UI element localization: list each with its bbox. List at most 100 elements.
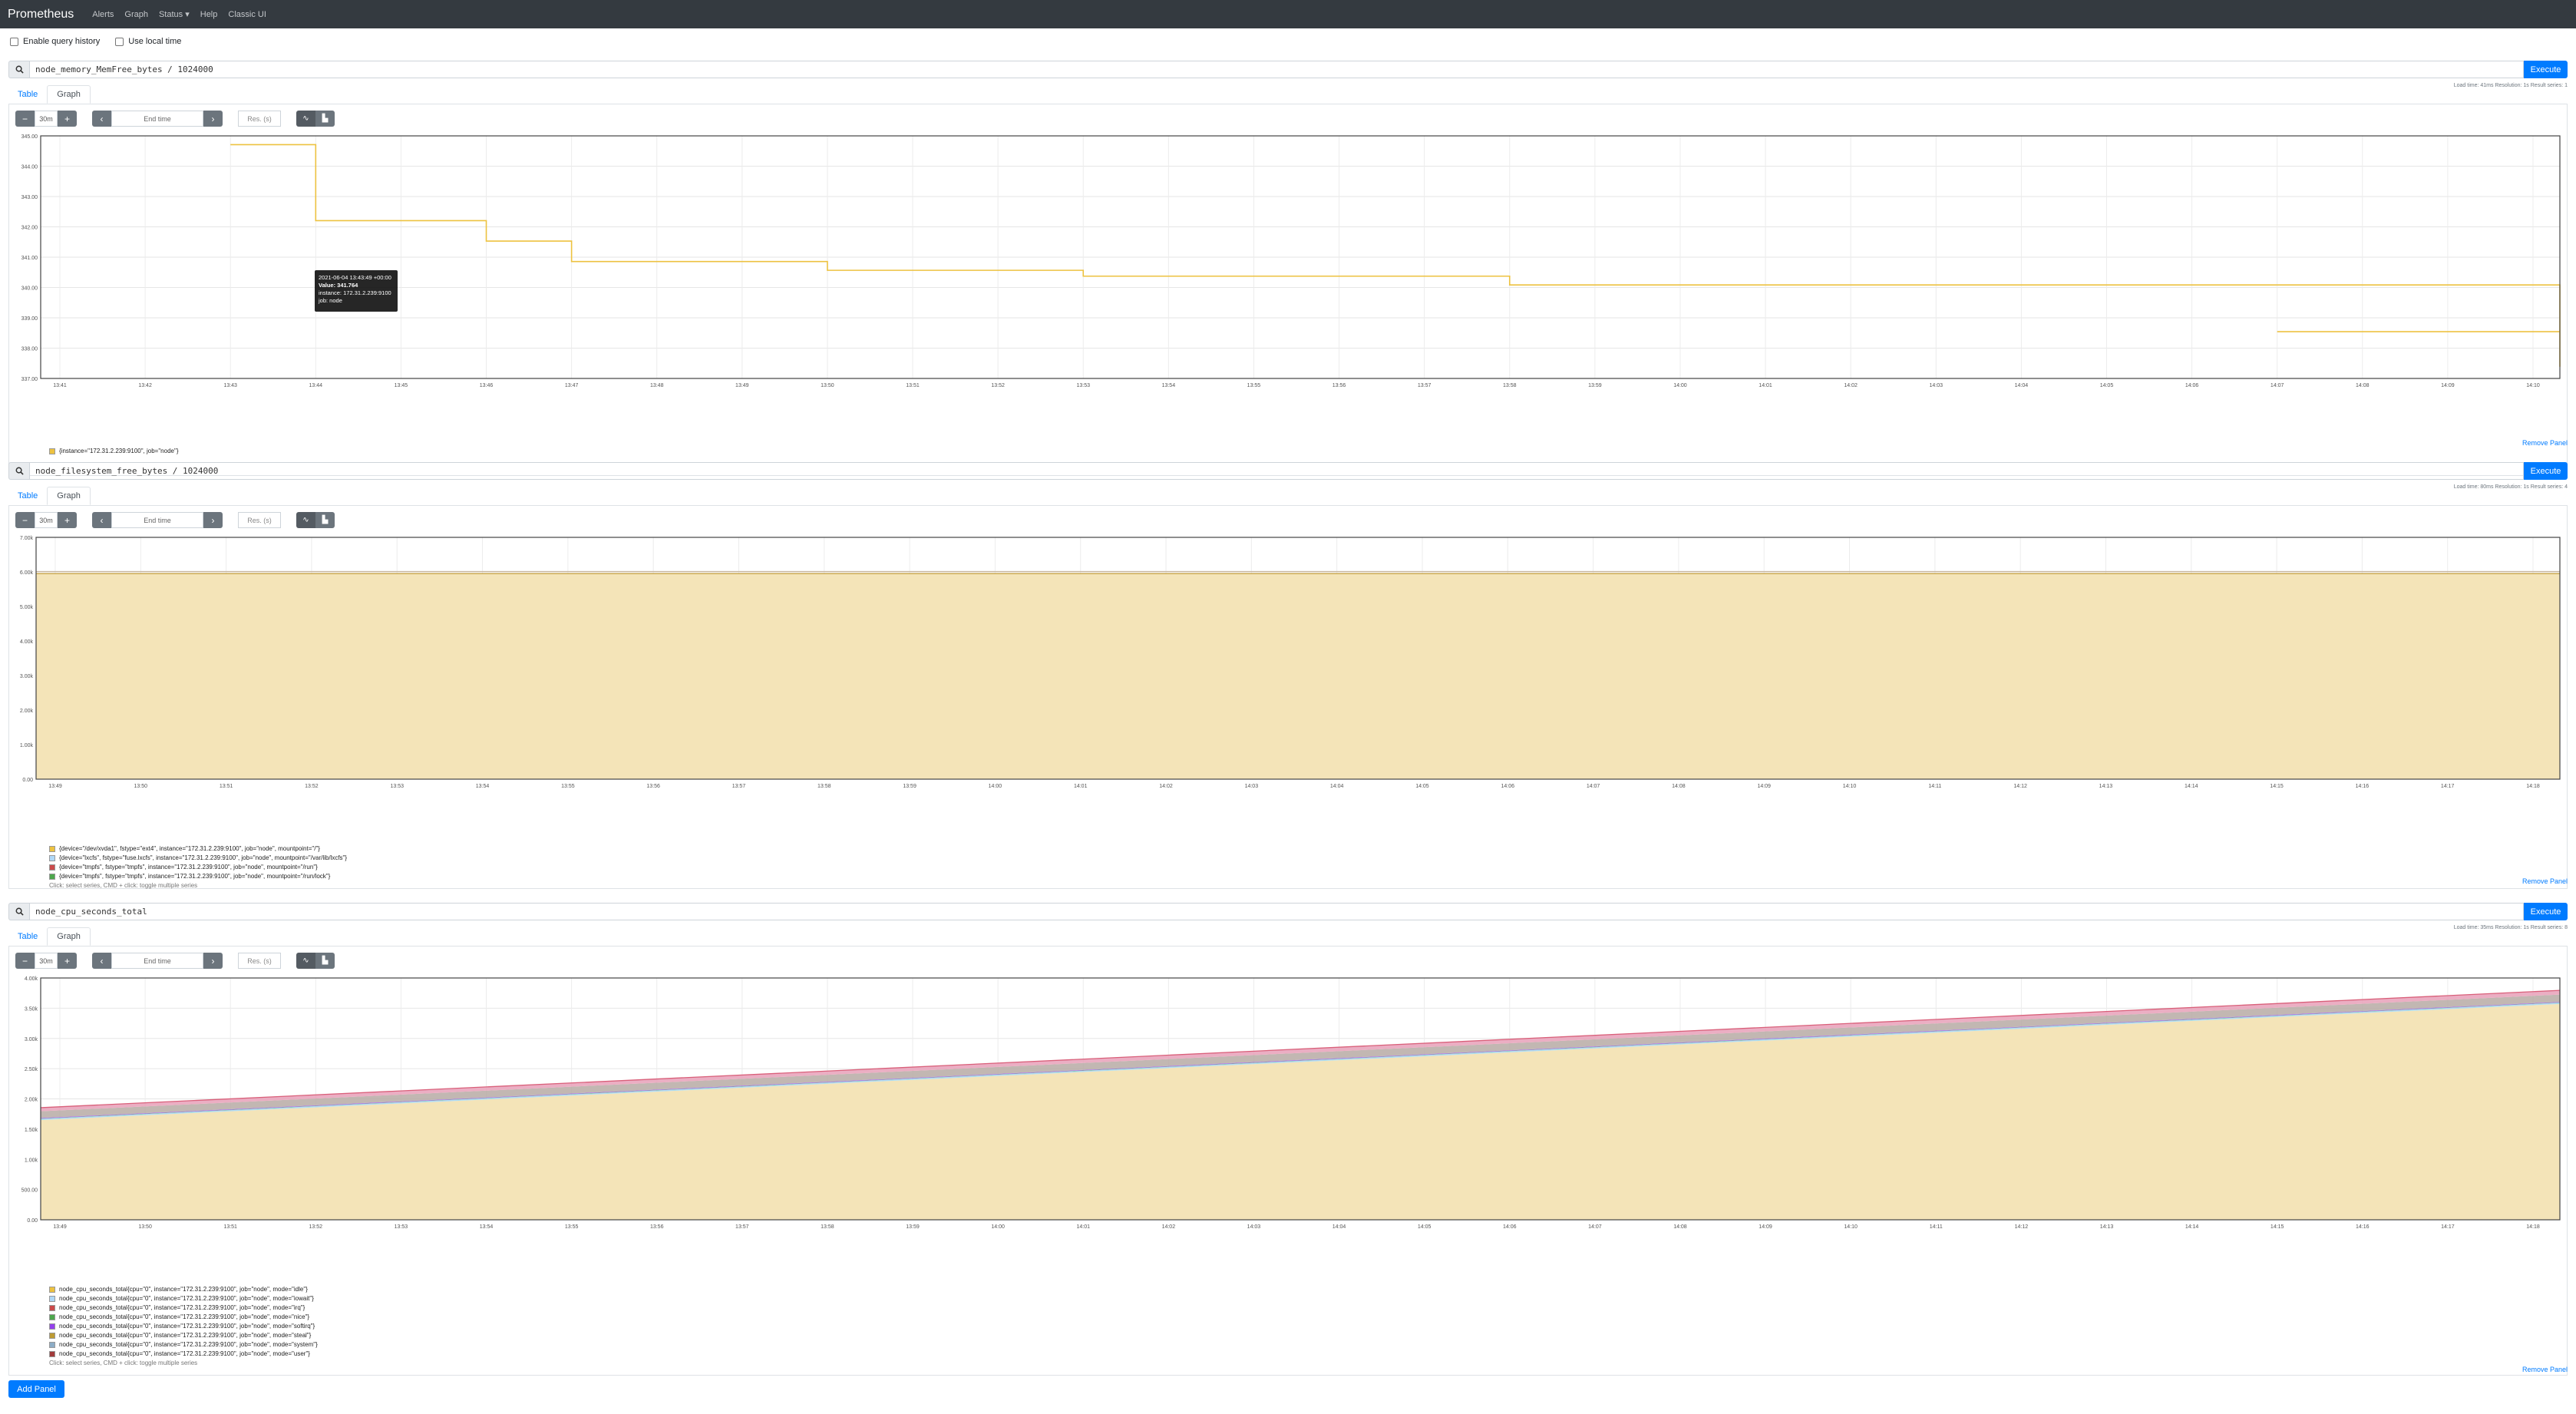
tab-table[interactable]: Table <box>18 932 38 941</box>
time-forward-button[interactable]: › <box>203 111 223 127</box>
end-time-input[interactable]: End time <box>111 512 203 528</box>
remove-panel-link[interactable]: Remove Panel <box>2522 1366 2568 1373</box>
time-back-button[interactable]: ‹ <box>92 953 111 969</box>
y-tick-label: 3.50k <box>25 1006 38 1012</box>
expression-input[interactable]: node_memory_MemFree_bytes / 1024000 <box>29 61 2524 78</box>
local-time-option[interactable]: Use local time <box>115 37 181 46</box>
add-panel-button[interactable]: Add Panel <box>8 1380 64 1398</box>
tooltip-job: job: node <box>319 297 342 304</box>
graph-chart[interactable]: 4.00k 3.50k 3.00k 2.50k 2.00k 1.50k 1.00k 500.0… <box>9 947 2567 1376</box>
series-area[interactable] <box>41 994 2560 1118</box>
nav-graph[interactable]: Graph <box>124 9 148 19</box>
search-icon[interactable] <box>8 903 29 920</box>
legend-item[interactable]: {device="lxcfs", fstype="fuse.lxcfs", in… <box>49 854 347 863</box>
legend-item[interactable]: node_cpu_seconds_total{cpu="0", instance… <box>49 1340 318 1350</box>
resolution-input[interactable]: Res. (s) <box>238 512 281 528</box>
end-time-input[interactable]: End time <box>111 111 203 127</box>
legend-label: {device="tmpfs", fstype="tmpfs", instanc… <box>59 873 331 880</box>
legend-item[interactable]: node_cpu_seconds_total{cpu="0", instance… <box>49 1322 318 1331</box>
query-history-checkbox[interactable] <box>10 37 18 46</box>
range-input[interactable]: 30m <box>35 953 58 969</box>
tab-graph[interactable]: Graph <box>47 487 91 505</box>
unstacked-chart-icon[interactable]: ∿ <box>296 111 315 127</box>
expression-input[interactable]: node_cpu_seconds_total <box>29 903 2524 920</box>
nav-status[interactable]: Status ▾ <box>159 9 190 19</box>
chart-svg[interactable]: 7.00k 6.00k 5.00k 4.00k 3.00k 2.00k 1.00k 0.00 1… <box>9 506 2567 890</box>
time-forward-button[interactable]: › <box>203 512 223 528</box>
chart-svg[interactable]: 345.00 344.00 343.00 342.00 341.00 340.00 339.… <box>9 104 2567 477</box>
legend-item[interactable]: node_cpu_seconds_total{cpu="0", instance… <box>49 1285 318 1294</box>
range-increase-button[interactable]: + <box>58 512 77 528</box>
series-area[interactable] <box>41 990 2560 1112</box>
range-increase-button[interactable]: + <box>58 953 77 969</box>
chart-svg[interactable]: 4.00k 3.50k 3.00k 2.50k 2.00k 1.50k 1.00k 500.0… <box>9 947 2567 1376</box>
remove-panel-link[interactable]: Remove Panel <box>2522 439 2568 447</box>
series-area[interactable] <box>41 1003 2560 1220</box>
series-area[interactable] <box>41 1003 2560 1121</box>
series-area[interactable] <box>36 573 2560 779</box>
remove-panel-link[interactable]: Remove Panel <box>2522 877 2568 885</box>
time-back-button[interactable]: ‹ <box>92 111 111 127</box>
legend-swatch <box>49 1333 55 1339</box>
range-increase-button[interactable]: + <box>58 111 77 127</box>
series-line[interactable] <box>230 144 2561 367</box>
range-decrease-button[interactable]: − <box>15 953 35 969</box>
legend-item[interactable]: {instance="172.31.2.239:9100", job="node… <box>49 447 179 456</box>
stacked-chart-icon[interactable]: ▙ <box>315 111 335 127</box>
legend-item[interactable]: node_cpu_seconds_total{cpu="0", instance… <box>49 1350 318 1359</box>
time-back-button[interactable]: ‹ <box>92 512 111 528</box>
resolution-input[interactable]: Res. (s) <box>238 111 281 127</box>
x-tick-label: 13:45 <box>395 383 408 388</box>
end-time-input[interactable]: End time <box>111 953 203 969</box>
y-tick-label: 341.00 <box>21 256 38 261</box>
legend-item[interactable]: {device="tmpfs", fstype="tmpfs", instanc… <box>49 872 347 881</box>
x-tick-label: 13:59 <box>1588 383 1602 388</box>
query-row: node_cpu_seconds_total Execute <box>8 903 2568 920</box>
resolution-input[interactable]: Res. (s) <box>238 953 281 969</box>
y-tick-label: 337.00 <box>21 377 38 382</box>
series-line[interactable] <box>40 989 2561 1108</box>
x-tick-label: 13:49 <box>735 383 749 388</box>
series-area[interactable] <box>41 1002 2560 1119</box>
legend-item[interactable]: {device="tmpfs", fstype="tmpfs", instanc… <box>49 863 347 872</box>
query-history-option[interactable]: Enable query history <box>10 37 100 46</box>
x-tick-label: 14:05 <box>2100 383 2114 388</box>
legend-item[interactable]: node_cpu_seconds_total{cpu="0", instance… <box>49 1303 318 1313</box>
range-decrease-button[interactable]: − <box>15 512 35 528</box>
range-input[interactable]: 30m <box>35 512 58 528</box>
x-tick-label: 14:17 <box>2441 1224 2455 1230</box>
x-tick-label: 14:09 <box>1757 784 1771 789</box>
series-area[interactable] <box>41 1002 2560 1119</box>
x-tick-label: 14:16 <box>2356 784 2370 789</box>
legend-item[interactable]: node_cpu_seconds_total{cpu="0", instance… <box>49 1294 318 1303</box>
nav-alerts[interactable]: Alerts <box>92 9 114 19</box>
execute-button[interactable]: Execute <box>2524 61 2568 78</box>
y-tick-label: 1.00k <box>25 1158 38 1163</box>
execute-button[interactable]: Execute <box>2524 462 2568 480</box>
stacked-chart-icon[interactable]: ▙ <box>315 953 335 969</box>
time-forward-button[interactable]: › <box>203 953 223 969</box>
tab-table[interactable]: Table <box>18 491 38 501</box>
legend-item[interactable]: node_cpu_seconds_total{cpu="0", instance… <box>49 1313 318 1322</box>
unstacked-chart-icon[interactable]: ∿ <box>296 512 315 528</box>
search-icon[interactable] <box>8 61 29 78</box>
tab-table[interactable]: Table <box>18 90 38 99</box>
execute-button[interactable]: Execute <box>2524 903 2568 920</box>
local-time-checkbox[interactable] <box>115 37 124 46</box>
nav-help[interactable]: Help <box>200 9 218 19</box>
graph-chart[interactable]: 7.00k 6.00k 5.00k 4.00k 3.00k 2.00k 1.00k 0.00 1… <box>9 506 2567 890</box>
tab-graph[interactable]: Graph <box>47 85 91 104</box>
legend-item[interactable]: {device="/dev/xvda1", fstype="ext4", ins… <box>49 844 347 854</box>
legend-item[interactable]: node_cpu_seconds_total{cpu="0", instance… <box>49 1331 318 1340</box>
search-icon[interactable] <box>8 462 29 480</box>
brand[interactable]: Prometheus <box>8 7 74 21</box>
graph-chart[interactable]: 345.00 344.00 343.00 342.00 341.00 340.00 339.… <box>9 104 2567 477</box>
legend-swatch <box>49 1342 55 1348</box>
stacked-chart-icon[interactable]: ▙ <box>315 512 335 528</box>
tab-graph[interactable]: Graph <box>47 927 91 946</box>
range-decrease-button[interactable]: − <box>15 111 35 127</box>
expression-input[interactable]: node_filesystem_free_bytes / 1024000 <box>29 462 2524 480</box>
range-input[interactable]: 30m <box>35 111 58 127</box>
unstacked-chart-icon[interactable]: ∿ <box>296 953 315 969</box>
nav-classic-ui[interactable]: Classic UI <box>228 9 266 19</box>
